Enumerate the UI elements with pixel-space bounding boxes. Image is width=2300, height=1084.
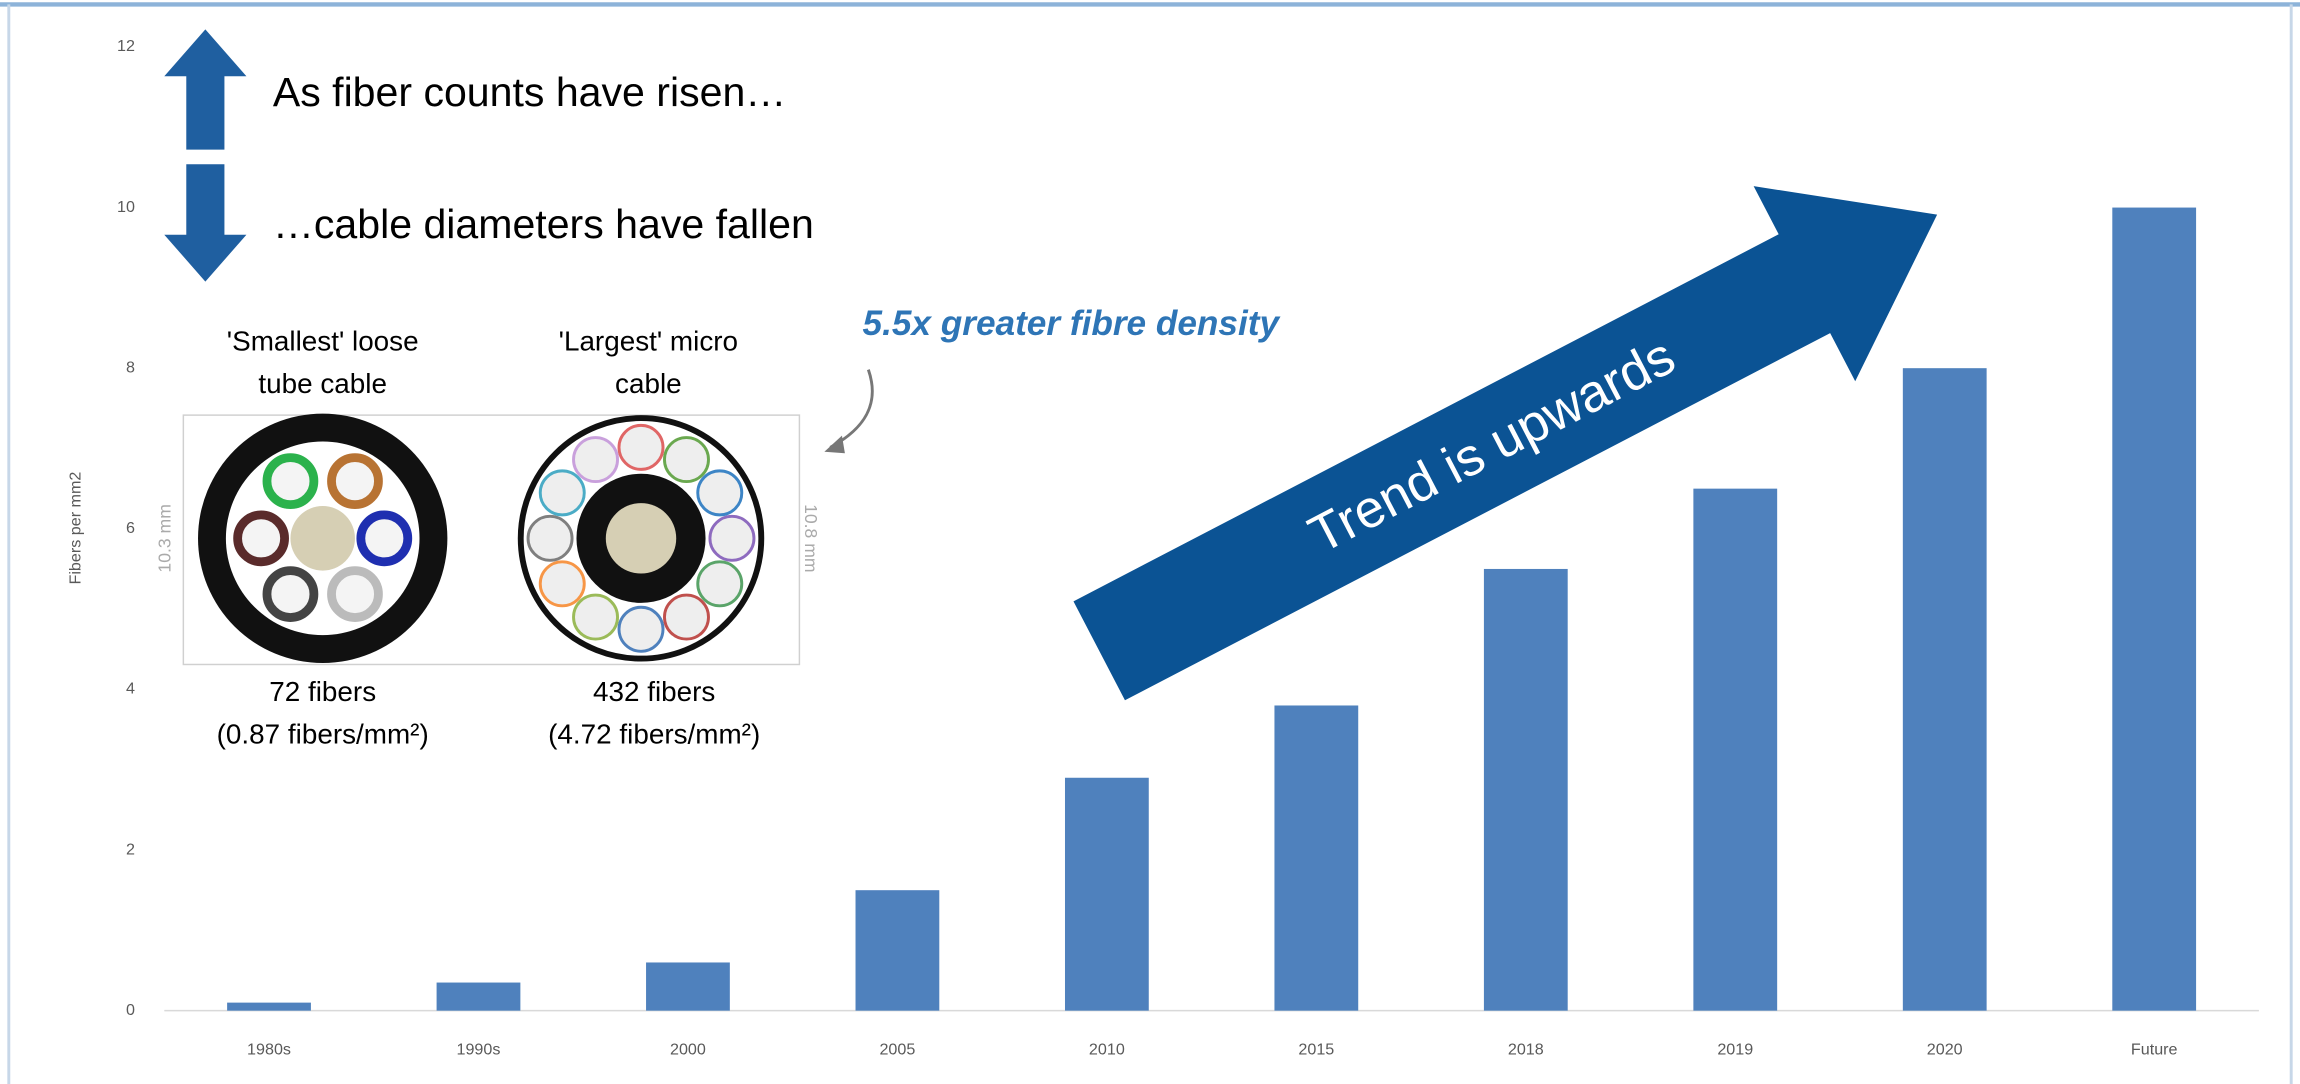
cable-density: (4.72 fibers/mm²) [548,719,760,750]
y-tick-label: 8 [126,358,135,376]
micro-tube [526,514,574,562]
up-arrow [164,29,247,150]
bar [646,962,730,1011]
cable-title: tube cable [258,368,387,399]
callout-arrowhead [824,435,845,454]
trend-arrow-shape [1073,186,1938,701]
x-tick-label: 2018 [1508,1041,1544,1059]
micro-tube [696,469,744,517]
bar [1902,368,1987,1011]
micro-tube [538,560,586,608]
micro-tube [663,593,710,641]
bar [855,890,940,1011]
cable-strength [290,506,355,571]
y-tick-label: 0 [126,1001,135,1019]
tube [356,510,413,567]
y-tick-label: 10 [117,198,135,216]
micro-tube [538,469,586,517]
bar [1693,488,1778,1011]
bar [1274,705,1359,1011]
x-tick-label: 2000 [670,1041,706,1059]
x-tick-label: 2010 [1089,1041,1125,1059]
annotation: As fiber counts have risen… [273,69,787,115]
micro-tube [696,560,744,608]
tube [327,453,383,509]
micro-tube [617,605,665,653]
tube [262,453,319,509]
x-tick-label: 2015 [1298,1041,1334,1059]
cable-title: cable [615,368,682,399]
down-arrow [164,164,247,282]
bar [2112,207,2197,1011]
tube [327,566,383,622]
x-tick-label: 2019 [1717,1041,1753,1059]
y-axis-label: Fibers per mm2 [67,472,85,585]
x-tick-label: 1980s [247,1041,291,1059]
y-tick-label: 12 [117,37,135,55]
cable-title: 'Smallest' loose [227,326,419,357]
x-tick-label: Future [2131,1041,2178,1059]
bar [227,1002,311,1011]
micro-strength [605,503,677,574]
micro-tube [663,436,710,484]
y-tick-label: 2 [126,840,135,858]
annotation: …cable diameters have fallen [273,201,814,247]
y-tick-label: 6 [126,519,135,537]
micro-tubes [526,423,756,653]
cable-diameter: 10.8 mm [801,504,821,572]
cable-density: (0.87 fibers/mm²) [217,719,429,750]
micro-tube [572,436,620,484]
cable-diameter: 10.3 mm [154,504,174,572]
x-tick-label: 2020 [1927,1041,1963,1059]
bar [436,982,521,1011]
x-tick-label: 2005 [879,1041,915,1059]
density-callout: 5.5x greater fibre density [863,304,1282,343]
cable-box [182,414,801,666]
micro-tube [617,423,665,471]
cable-title: 'Largest' micro [559,326,738,357]
tube [233,510,289,567]
cable-fibers: 72 fibers [269,676,376,707]
bar [1064,777,1149,1011]
micro-tube [572,593,620,641]
micro-tube [708,514,756,562]
loose-tubes [233,453,413,622]
x-tick-label: 1990s [457,1041,501,1059]
bar [1483,568,1568,1011]
plot: 0 2 4 6 8 10 12 1980s 1990s 2000 2005 2010 2015 2018 2… [117,37,2197,1059]
y-tick-label: 4 [126,680,135,698]
cable-fibers: 432 fibers [593,676,715,707]
tube [262,566,319,622]
